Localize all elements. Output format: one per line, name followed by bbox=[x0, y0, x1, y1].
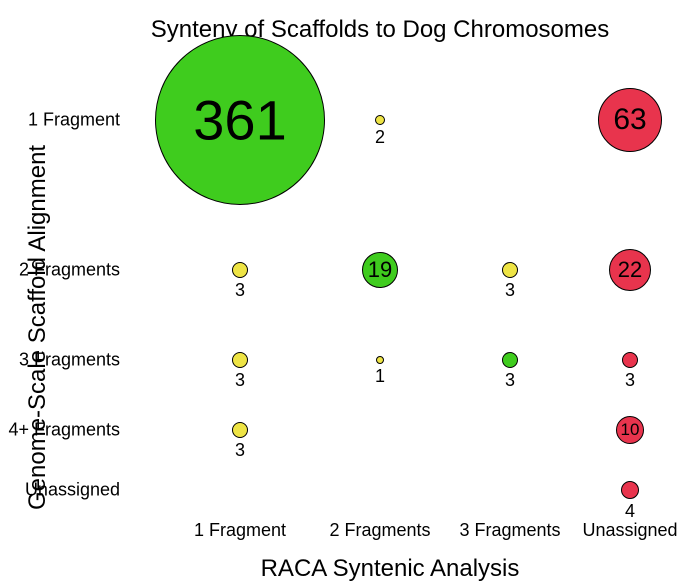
bubble: 3 bbox=[232, 262, 248, 278]
bubble-value: 19 bbox=[368, 257, 392, 283]
bubble-value: 3 bbox=[235, 440, 245, 461]
bubble: 3 bbox=[502, 352, 518, 368]
bubble: 22 bbox=[609, 249, 651, 291]
bubble: 19 bbox=[362, 252, 398, 288]
bubble-value: 22 bbox=[618, 257, 642, 283]
row-label: 1 Fragment bbox=[28, 110, 120, 131]
bubble: 3 bbox=[232, 352, 248, 368]
col-label: 1 Fragment bbox=[194, 520, 286, 541]
row-label: 4+ Fragments bbox=[8, 420, 120, 441]
bubble-value: 2 bbox=[375, 127, 385, 148]
bubble-value: 3 bbox=[625, 370, 635, 391]
x-axis-label: RACA Syntenic Analysis bbox=[261, 555, 520, 583]
bubble-value: 10 bbox=[621, 420, 640, 440]
bubble: 2 bbox=[375, 115, 385, 125]
bubble: 3 bbox=[622, 352, 638, 368]
bubble: 10 bbox=[616, 416, 644, 444]
col-label: 3 Fragments bbox=[459, 520, 560, 541]
bubble: 3 bbox=[232, 422, 248, 438]
bubble-value: 1 bbox=[375, 366, 385, 387]
bubble-value: 361 bbox=[193, 88, 286, 153]
bubble: 3 bbox=[502, 262, 518, 278]
bubble: 1 bbox=[376, 356, 384, 364]
row-label: 2 Fragments bbox=[19, 260, 120, 281]
bubble: 361 bbox=[155, 35, 325, 205]
row-label: Unassigned bbox=[25, 480, 120, 501]
row-label: 3 Fragments bbox=[19, 350, 120, 371]
col-label: Unassigned bbox=[582, 520, 677, 541]
bubble-value: 3 bbox=[505, 280, 515, 301]
bubble-value: 3 bbox=[235, 370, 245, 391]
bubble: 63 bbox=[598, 88, 662, 152]
bubble: 4 bbox=[621, 481, 639, 499]
bubble-value: 63 bbox=[613, 103, 646, 137]
bubble-value: 3 bbox=[235, 280, 245, 301]
col-label: 2 Fragments bbox=[329, 520, 430, 541]
y-axis-label: Genome-Scale Scaffold Alignment bbox=[24, 145, 52, 510]
synteny-bubble-chart: Synteny of Scaffolds to Dog Chromosomes … bbox=[0, 0, 700, 584]
bubble-value: 4 bbox=[625, 501, 635, 522]
bubble-value: 3 bbox=[505, 370, 515, 391]
